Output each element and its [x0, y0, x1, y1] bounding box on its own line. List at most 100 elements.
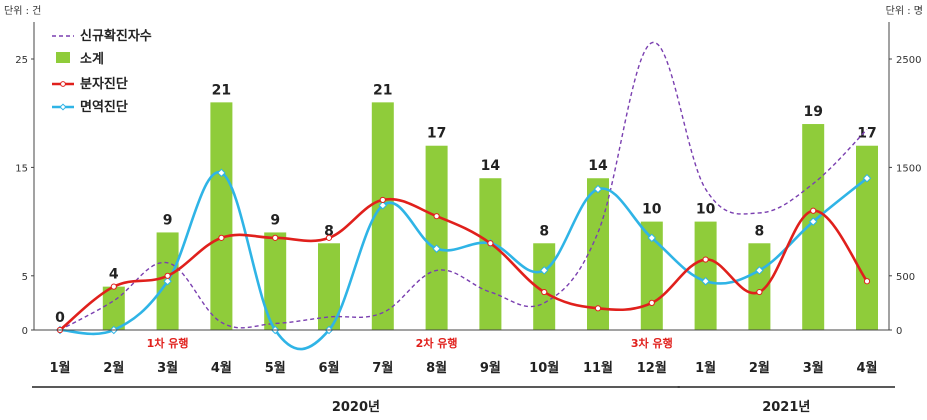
year-label: 2021년 — [762, 400, 810, 415]
month-label: 12월 — [637, 360, 667, 376]
bar — [640, 221, 663, 330]
month-label: 6월 — [318, 360, 339, 376]
line-point — [702, 256, 709, 263]
month-label: 1월 — [49, 360, 70, 376]
line-point — [594, 305, 602, 312]
month-label: 2월 — [749, 360, 770, 376]
bar — [856, 145, 878, 330]
line-none — [59, 42, 868, 331]
line-point — [433, 213, 440, 220]
month-label: 4월 — [856, 360, 877, 376]
bar-value-label: 19 — [803, 104, 822, 120]
line-point — [541, 288, 548, 296]
wave-annotation: 3차 유행 — [631, 336, 673, 350]
year-label: 2020년 — [332, 400, 380, 415]
month-label: 3월 — [157, 360, 178, 376]
line-point — [378, 201, 388, 210]
bar — [479, 178, 502, 330]
right-tick-label: 0 — [896, 326, 902, 337]
line-point — [218, 234, 225, 241]
line-point — [325, 234, 333, 241]
bar-value-label: 8 — [755, 223, 765, 239]
legend-label-immuno: 면역진단 — [80, 99, 128, 115]
axes — [33, 22, 890, 331]
bar-series-subtotal — [102, 102, 878, 330]
month-label: 9월 — [480, 360, 501, 376]
year-groups: 2020년 2021년 — [32, 386, 895, 415]
month-label: 11월 — [583, 360, 613, 376]
bar — [371, 102, 394, 330]
legend-swatch-bar — [56, 52, 70, 63]
line-series — [55, 42, 872, 351]
line-point — [272, 234, 279, 241]
line-point — [701, 276, 710, 286]
legend-marker-molecular — [60, 81, 66, 87]
bar-value-label: 4 — [109, 267, 119, 283]
bar-value-label: 21 — [212, 82, 231, 98]
right-tick-label: 2500 — [896, 55, 921, 66]
month-label: 1월 — [695, 360, 716, 376]
line-point — [164, 272, 171, 279]
bar-value-label: 9 — [163, 212, 173, 228]
bar-value-labels: 0 4 9 21 9 8 21 17 14 8 14 10 10 8 19 17 — [55, 82, 877, 326]
line-point — [647, 233, 657, 243]
bar — [210, 102, 233, 330]
line-point — [110, 283, 117, 290]
bar — [425, 145, 448, 330]
line-point — [863, 278, 871, 285]
month-label: 7월 — [372, 360, 393, 376]
line-diamond — [59, 171, 868, 351]
bar-value-label: 8 — [539, 223, 549, 239]
line-point — [432, 244, 441, 253]
right-tick-label: 500 — [896, 272, 915, 283]
line-point — [487, 240, 494, 247]
bar-value-label: 8 — [324, 223, 334, 239]
line-point — [163, 276, 172, 286]
line-point — [217, 168, 226, 178]
line-point — [808, 217, 818, 226]
month-labels: 1월 2월 3월 4월 5월 6월 7월 8월 9월 10월 11월 12월 1월 2월 3월 4월 — [49, 360, 877, 376]
bar-value-label: 9 — [270, 212, 280, 228]
left-tick-label: 25 — [15, 55, 28, 66]
line-point — [379, 196, 386, 204]
bar — [318, 243, 340, 330]
bar-value-label: 17 — [427, 126, 446, 142]
left-tick-label: 15 — [15, 163, 28, 174]
bar — [748, 243, 771, 330]
line-circle — [59, 197, 869, 332]
left-axis-unit: 단위 : 건 — [4, 6, 42, 17]
left-axis-ticks: 0 5 15 25 — [15, 55, 34, 337]
month-label: 5월 — [265, 360, 286, 376]
month-label: 10월 — [529, 360, 559, 376]
bar-value-label: 14 — [481, 158, 501, 174]
line-point — [810, 207, 817, 214]
bar-value-label: 10 — [696, 202, 716, 218]
month-label: 2월 — [103, 360, 124, 376]
line-point — [756, 288, 763, 296]
line-point — [593, 184, 603, 194]
wave-annotations: 1차 유행 2차 유행 3차 유행 — [147, 336, 673, 350]
legend-label-bar: 소계 — [80, 52, 104, 67]
line-point — [539, 266, 549, 275]
bar-value-label: 17 — [857, 126, 876, 142]
line-point — [648, 299, 655, 306]
month-label: 3월 — [803, 360, 824, 376]
bar — [102, 286, 125, 330]
right-axis-ticks: 0 500 1500 2500 — [889, 55, 921, 337]
bar-value-label: 21 — [373, 82, 392, 98]
legend-marker-immuno — [59, 103, 67, 111]
right-tick-label: 1500 — [896, 163, 921, 174]
bar-value-label: 10 — [642, 202, 662, 218]
bar — [802, 124, 825, 330]
legend-label-molecular: 분자진단 — [80, 76, 128, 92]
month-label: 4월 — [211, 360, 232, 376]
legend-label-confirmed: 신규확진자수 — [80, 28, 152, 44]
right-axis-unit: 단위 : 명 — [885, 6, 923, 17]
month-label: 8월 — [426, 360, 447, 376]
bar-value-label: 14 — [588, 158, 608, 174]
bar-value-label: 0 — [55, 310, 65, 326]
line-point — [755, 266, 764, 275]
bar — [694, 221, 717, 330]
